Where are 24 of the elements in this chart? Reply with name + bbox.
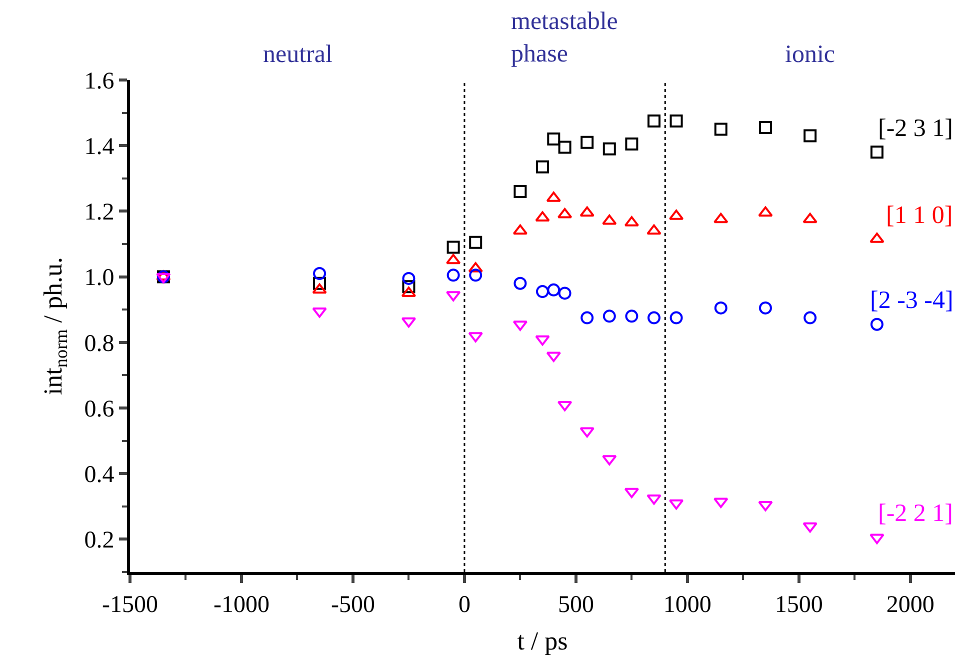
text: ionic bbox=[785, 41, 835, 68]
text: neutral bbox=[263, 41, 332, 68]
y-tick-label: 0.8 bbox=[84, 330, 114, 357]
x-tick-label: 1000 bbox=[663, 592, 712, 618]
y-tick-label: 1.4 bbox=[84, 134, 114, 160]
y-tick-label: 1.2 bbox=[84, 200, 114, 226]
y-tick-label: 0.2 bbox=[84, 528, 114, 554]
series-label: [1 1 0] bbox=[886, 202, 953, 229]
x-tick-label: 1500 bbox=[774, 592, 823, 618]
x-axis-title: t / ps bbox=[517, 626, 568, 656]
x-tick-label: -1000 bbox=[213, 592, 270, 618]
y-tick-label: 1.6 bbox=[84, 68, 114, 94]
y-tick-label: 0.6 bbox=[84, 396, 114, 422]
x-tick-label: -1500 bbox=[102, 592, 158, 618]
y-tick-label: 1.0 bbox=[84, 265, 114, 292]
x-tick-label: 0 bbox=[458, 592, 470, 618]
series-label: [-2 2 1] bbox=[878, 500, 953, 527]
text: metastable phase bbox=[511, 8, 618, 68]
series-label: [-2 3 1] bbox=[878, 115, 953, 142]
x-tick-label: -500 bbox=[330, 592, 375, 618]
x-tick-label: 2000 bbox=[886, 592, 934, 618]
x-tick-label: 500 bbox=[558, 592, 594, 618]
y-tick-label: 0.4 bbox=[84, 462, 114, 488]
series-label: [2 -3 -4] bbox=[870, 287, 954, 314]
